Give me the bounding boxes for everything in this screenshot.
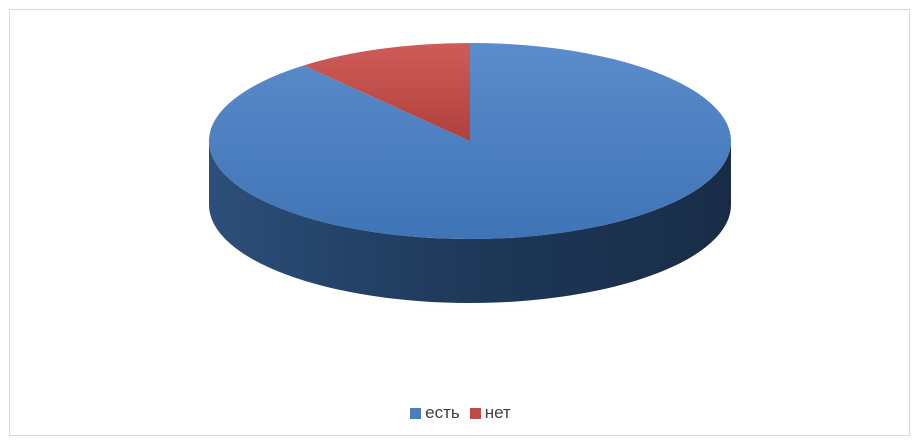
legend-swatch-net — [469, 407, 481, 419]
slice-est — [209, 43, 731, 240]
legend-swatch-est — [410, 407, 422, 419]
legend-item-net: нет — [469, 403, 511, 423]
pie-side-wall — [209, 141, 731, 303]
slice-net — [303, 43, 470, 141]
legend-label-net: нет — [484, 403, 511, 422]
slice-side-est — [209, 141, 731, 303]
legend-item-est: есть — [410, 403, 460, 423]
legend-label-est: есть — [425, 403, 460, 422]
legend: есть нет — [0, 402, 921, 424]
pie-top-face — [209, 43, 731, 240]
